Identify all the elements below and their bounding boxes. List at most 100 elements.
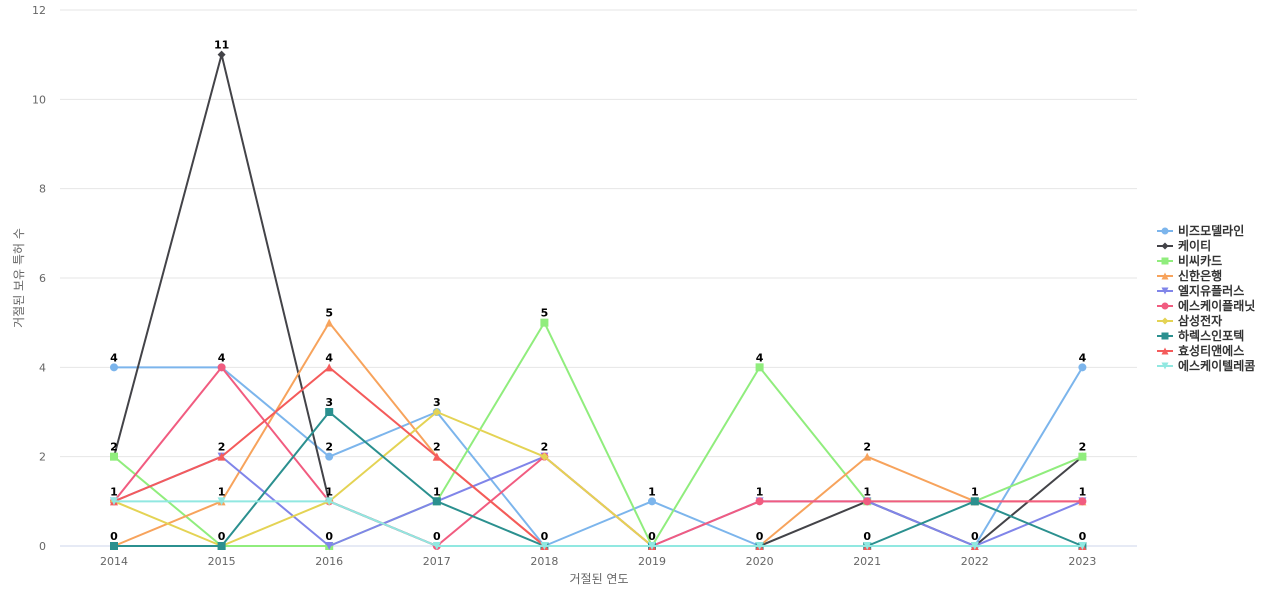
data-point — [432, 452, 441, 461]
data-point — [970, 542, 979, 550]
data-point — [432, 542, 441, 550]
data-point — [325, 408, 334, 416]
data-point — [648, 542, 656, 550]
legend-item[interactable]: 에스케이플래닛 — [1157, 298, 1255, 313]
data-label: 2 — [110, 441, 118, 454]
data-label: 5 — [541, 307, 549, 320]
data-point — [1078, 497, 1087, 506]
legend-label: 엘지유플러스 — [1178, 283, 1244, 298]
data-label: 3 — [325, 396, 333, 409]
data-label: 1 — [1079, 485, 1087, 498]
legend-marker — [1161, 317, 1169, 325]
legend-marker — [1161, 242, 1169, 250]
legend-label: 케이티 — [1178, 238, 1211, 253]
data-point — [432, 408, 441, 416]
data-point — [1078, 363, 1087, 372]
data-label: 3 — [433, 396, 441, 409]
data-label: 0 — [218, 530, 226, 543]
data-label: 1 — [756, 485, 764, 498]
legend-marker — [1161, 227, 1169, 235]
data-point — [540, 318, 549, 327]
legend-item[interactable]: 엘지유플러스 — [1157, 283, 1244, 298]
data-point — [863, 497, 872, 506]
data-label: 0 — [756, 530, 764, 543]
x-tick-label: 2014 — [100, 555, 128, 568]
legend-label: 에스케이텔레콤 — [1178, 358, 1255, 373]
data-point — [863, 542, 872, 550]
legend-label: 효성티앤에스 — [1178, 343, 1244, 358]
legend-item[interactable]: 삼성전자 — [1157, 313, 1222, 328]
legend-item[interactable]: 케이티 — [1157, 238, 1211, 253]
legend-marker — [1161, 347, 1169, 355]
data-point — [217, 542, 226, 550]
legend-label: 비씨카드 — [1178, 253, 1222, 268]
y-tick-label: 10 — [32, 93, 46, 106]
series-group-item — [110, 497, 1087, 550]
data-label: 0 — [110, 530, 118, 543]
data-label: 4 — [325, 351, 333, 364]
series-line — [113, 53, 1084, 547]
legend-item[interactable]: 비즈모델라인 — [1157, 223, 1244, 238]
data-point — [217, 50, 226, 59]
legend-label: 비즈모델라인 — [1178, 223, 1244, 238]
y-tick-label: 4 — [39, 361, 46, 374]
legend[interactable]: 비즈모델라인케이티비씨카드신한은행엘지유플러스에스케이플래닛삼성전자하렉스인포텍… — [1157, 223, 1255, 373]
y-axis-ticks: 0 2 4 6 8 10 12 — [32, 4, 46, 553]
data-label: 4 — [756, 351, 764, 364]
series-group-item — [110, 408, 1087, 550]
legend-item[interactable]: 하렉스인포텍 — [1157, 328, 1244, 343]
data-point — [755, 542, 764, 550]
data-label: 1 — [218, 485, 226, 498]
y-tick-label: 0 — [39, 540, 46, 553]
x-tick-label: 2022 — [961, 555, 989, 568]
x-tick-label: 2019 — [638, 555, 666, 568]
data-point — [540, 452, 549, 461]
y-tick-label: 6 — [39, 272, 46, 285]
series-line — [113, 321, 1083, 547]
x-tick-label: 2021 — [853, 555, 881, 568]
data-point — [110, 497, 118, 506]
y-axis-title: 거절된 보유 특허 수 — [12, 228, 26, 328]
data-label: 2 — [325, 441, 333, 454]
x-tick-label: 2018 — [530, 555, 558, 568]
data-point — [1078, 542, 1087, 550]
legend-label: 삼성전자 — [1178, 313, 1222, 328]
legend-item[interactable]: 비씨카드 — [1157, 253, 1222, 268]
x-axis-title: 거절된 연도 — [569, 572, 628, 586]
legend-marker — [1161, 287, 1169, 295]
series-group — [110, 50, 1087, 550]
data-point — [755, 363, 764, 372]
legend-item[interactable]: 신한은행 — [1157, 268, 1222, 283]
data-label: 0 — [1079, 530, 1087, 543]
legend-marker — [1161, 257, 1169, 265]
y-tick-label: 8 — [39, 183, 46, 196]
legend-label: 신한은행 — [1178, 268, 1222, 283]
legend-marker — [1161, 272, 1169, 280]
data-point — [217, 452, 226, 461]
legend-item[interactable]: 효성티앤에스 — [1157, 343, 1244, 358]
data-label: 1 — [648, 485, 656, 498]
x-tick-label: 2023 — [1068, 555, 1096, 568]
data-point — [110, 452, 118, 461]
data-label: 0 — [863, 530, 871, 543]
grid-lines — [60, 9, 1137, 547]
data-point — [863, 452, 872, 461]
data-label: 11 — [214, 39, 229, 52]
y-tick-label: 12 — [32, 4, 46, 17]
x-tick-label: 2020 — [746, 555, 774, 568]
data-label: 0 — [648, 530, 656, 543]
legend-marker — [1161, 302, 1169, 310]
x-tick-label: 2016 — [315, 555, 343, 568]
data-label: 0 — [325, 530, 333, 543]
legend-item[interactable]: 에스케이텔레콤 — [1157, 358, 1255, 373]
data-label: 1 — [110, 485, 118, 498]
data-label: 2 — [218, 441, 226, 454]
data-point — [325, 363, 334, 372]
legend-label: 에스케이플래닛 — [1178, 298, 1255, 313]
data-point — [325, 452, 334, 461]
x-tick-label: 2015 — [208, 555, 236, 568]
data-point — [110, 363, 118, 372]
data-label: 2 — [541, 441, 549, 454]
